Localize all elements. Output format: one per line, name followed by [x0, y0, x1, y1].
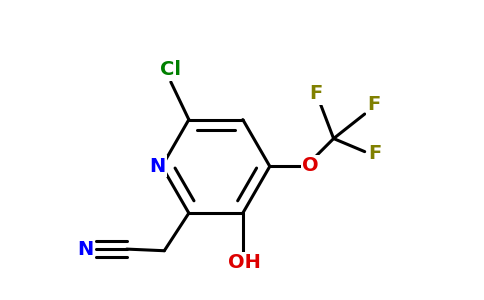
- Text: F: F: [309, 84, 322, 103]
- Text: OH: OH: [228, 253, 261, 272]
- Text: O: O: [302, 156, 319, 175]
- Text: Cl: Cl: [160, 60, 182, 79]
- Text: N: N: [77, 240, 94, 259]
- Text: F: F: [367, 95, 380, 114]
- Text: F: F: [368, 144, 382, 163]
- Text: N: N: [149, 157, 165, 176]
